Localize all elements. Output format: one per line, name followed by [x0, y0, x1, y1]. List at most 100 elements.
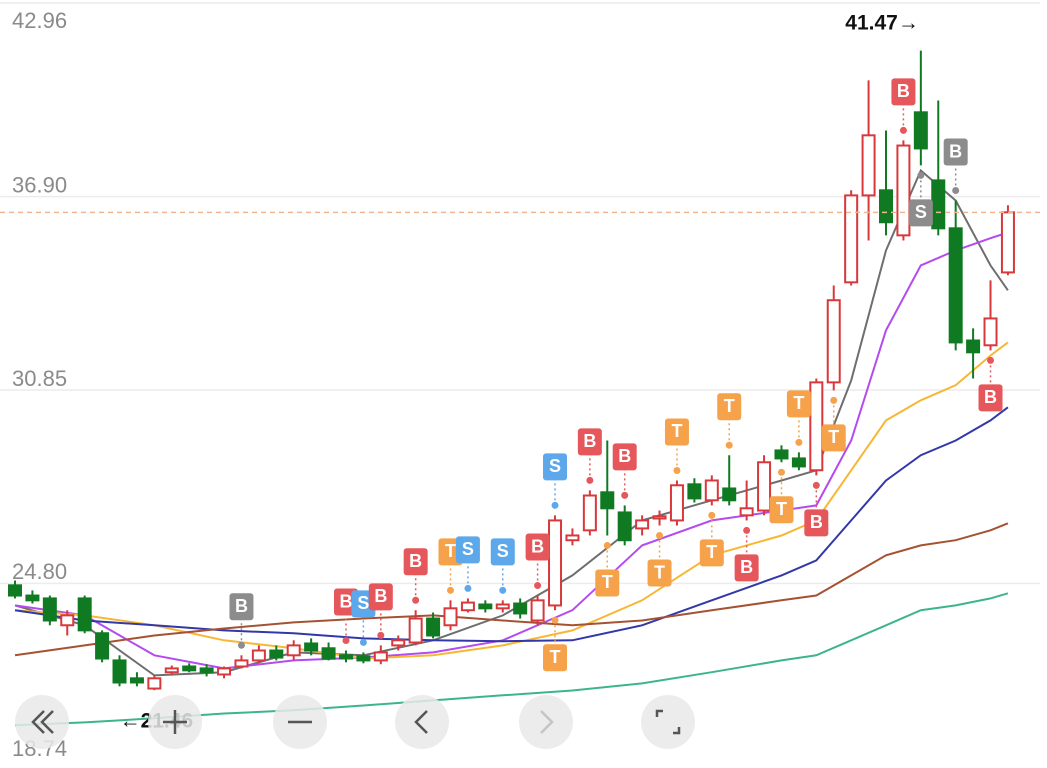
ma-line [14, 231, 1009, 670]
signal-label: B [409, 551, 422, 571]
signal-label: B [949, 141, 962, 161]
signal-dot [899, 126, 907, 134]
signal-dot [777, 468, 785, 476]
candle-body [966, 339, 981, 354]
candle-body [757, 461, 772, 512]
signal-label: B [740, 557, 753, 577]
signal-label: B [897, 81, 910, 101]
signal-badge [664, 418, 689, 446]
signal-badge [543, 453, 568, 481]
candle-body [321, 647, 336, 660]
signal-dot [673, 466, 681, 474]
candle-body [269, 649, 284, 659]
signal-badge [908, 199, 933, 227]
signal-label: B [339, 591, 352, 611]
candle-body [182, 665, 197, 672]
signal-dot [708, 511, 716, 519]
candle-body [722, 487, 737, 502]
signal-dot [499, 586, 507, 594]
signal-badge [804, 509, 829, 537]
signal-dot [412, 596, 420, 604]
signal-label: T [828, 427, 839, 447]
signal-badge [978, 384, 1003, 412]
max-label: 41.47→ [845, 12, 919, 35]
candle-body [879, 189, 893, 224]
candle-body [373, 651, 388, 662]
scroll-right-button[interactable] [519, 695, 573, 749]
signal-badge [368, 583, 393, 611]
scroll-left-button[interactable] [395, 695, 449, 749]
candle-body [147, 677, 162, 690]
candle-body [739, 507, 754, 517]
signal-label: T [724, 396, 735, 416]
signal-dot [621, 491, 629, 499]
signal-label: S [915, 202, 927, 222]
candle-body [530, 599, 545, 622]
signal-dot [534, 582, 542, 590]
candle-body [896, 144, 911, 237]
signal-dot [359, 638, 367, 646]
candle-body [77, 597, 92, 632]
signal-label: T [671, 421, 682, 441]
signal-badge [525, 533, 550, 561]
candle-body [356, 655, 371, 662]
candle-body [565, 534, 580, 542]
zoom-out-button[interactable] [273, 695, 327, 749]
signal-badge [821, 424, 846, 452]
candle-body [1000, 211, 1015, 274]
signal-dot [586, 476, 594, 484]
candle-body [861, 134, 876, 197]
candle-body [286, 644, 301, 657]
signal-dot [952, 187, 960, 195]
candle-body [426, 617, 441, 637]
signal-dot [725, 441, 733, 449]
candle-body [948, 227, 963, 344]
signal-dot [812, 481, 820, 489]
signal-badge [577, 428, 602, 456]
signal-label: S [357, 593, 369, 613]
candle-body [791, 457, 806, 468]
signal-label: B [374, 586, 387, 606]
signal-badge [769, 496, 794, 524]
candle-body [112, 659, 127, 684]
fullscreen-button[interactable] [641, 695, 695, 749]
candle-body [582, 494, 597, 532]
signal-badge [543, 644, 568, 672]
candle-body [809, 381, 824, 472]
scroll-start-button[interactable] [15, 695, 69, 749]
candle-body [652, 515, 667, 520]
signal-label: T [602, 572, 613, 592]
candle-body [338, 654, 353, 660]
candle-body [774, 449, 789, 460]
signal-label: B [531, 536, 544, 556]
signal-dot [377, 631, 385, 639]
candle-body [217, 667, 232, 676]
signal-dot [830, 396, 838, 404]
signal-label: T [445, 541, 456, 561]
candle-body [687, 483, 702, 500]
signal-badge [943, 138, 968, 166]
signal-badge [891, 78, 916, 106]
signal-badge [455, 536, 480, 564]
signal-dot [603, 541, 611, 549]
signal-label: T [706, 542, 717, 562]
y-tick-label: 36.90 [12, 172, 67, 197]
candle-body [931, 179, 946, 230]
signal-label: T [550, 647, 561, 667]
signal-label: B [235, 596, 248, 616]
signal-dot [342, 637, 350, 645]
signal-badge [786, 390, 811, 418]
candle-body [635, 519, 650, 530]
candle-body [304, 642, 319, 652]
zoom-in-button[interactable] [148, 695, 202, 749]
signal-label: S [549, 456, 561, 476]
candle-body [129, 677, 144, 684]
candle-body [513, 602, 528, 615]
signal-label: B [583, 431, 596, 451]
signal-label: B [618, 446, 631, 466]
signal-dot [795, 438, 803, 446]
candle-body [600, 491, 615, 510]
ma-line [14, 592, 1009, 727]
signal-dot [551, 616, 559, 624]
